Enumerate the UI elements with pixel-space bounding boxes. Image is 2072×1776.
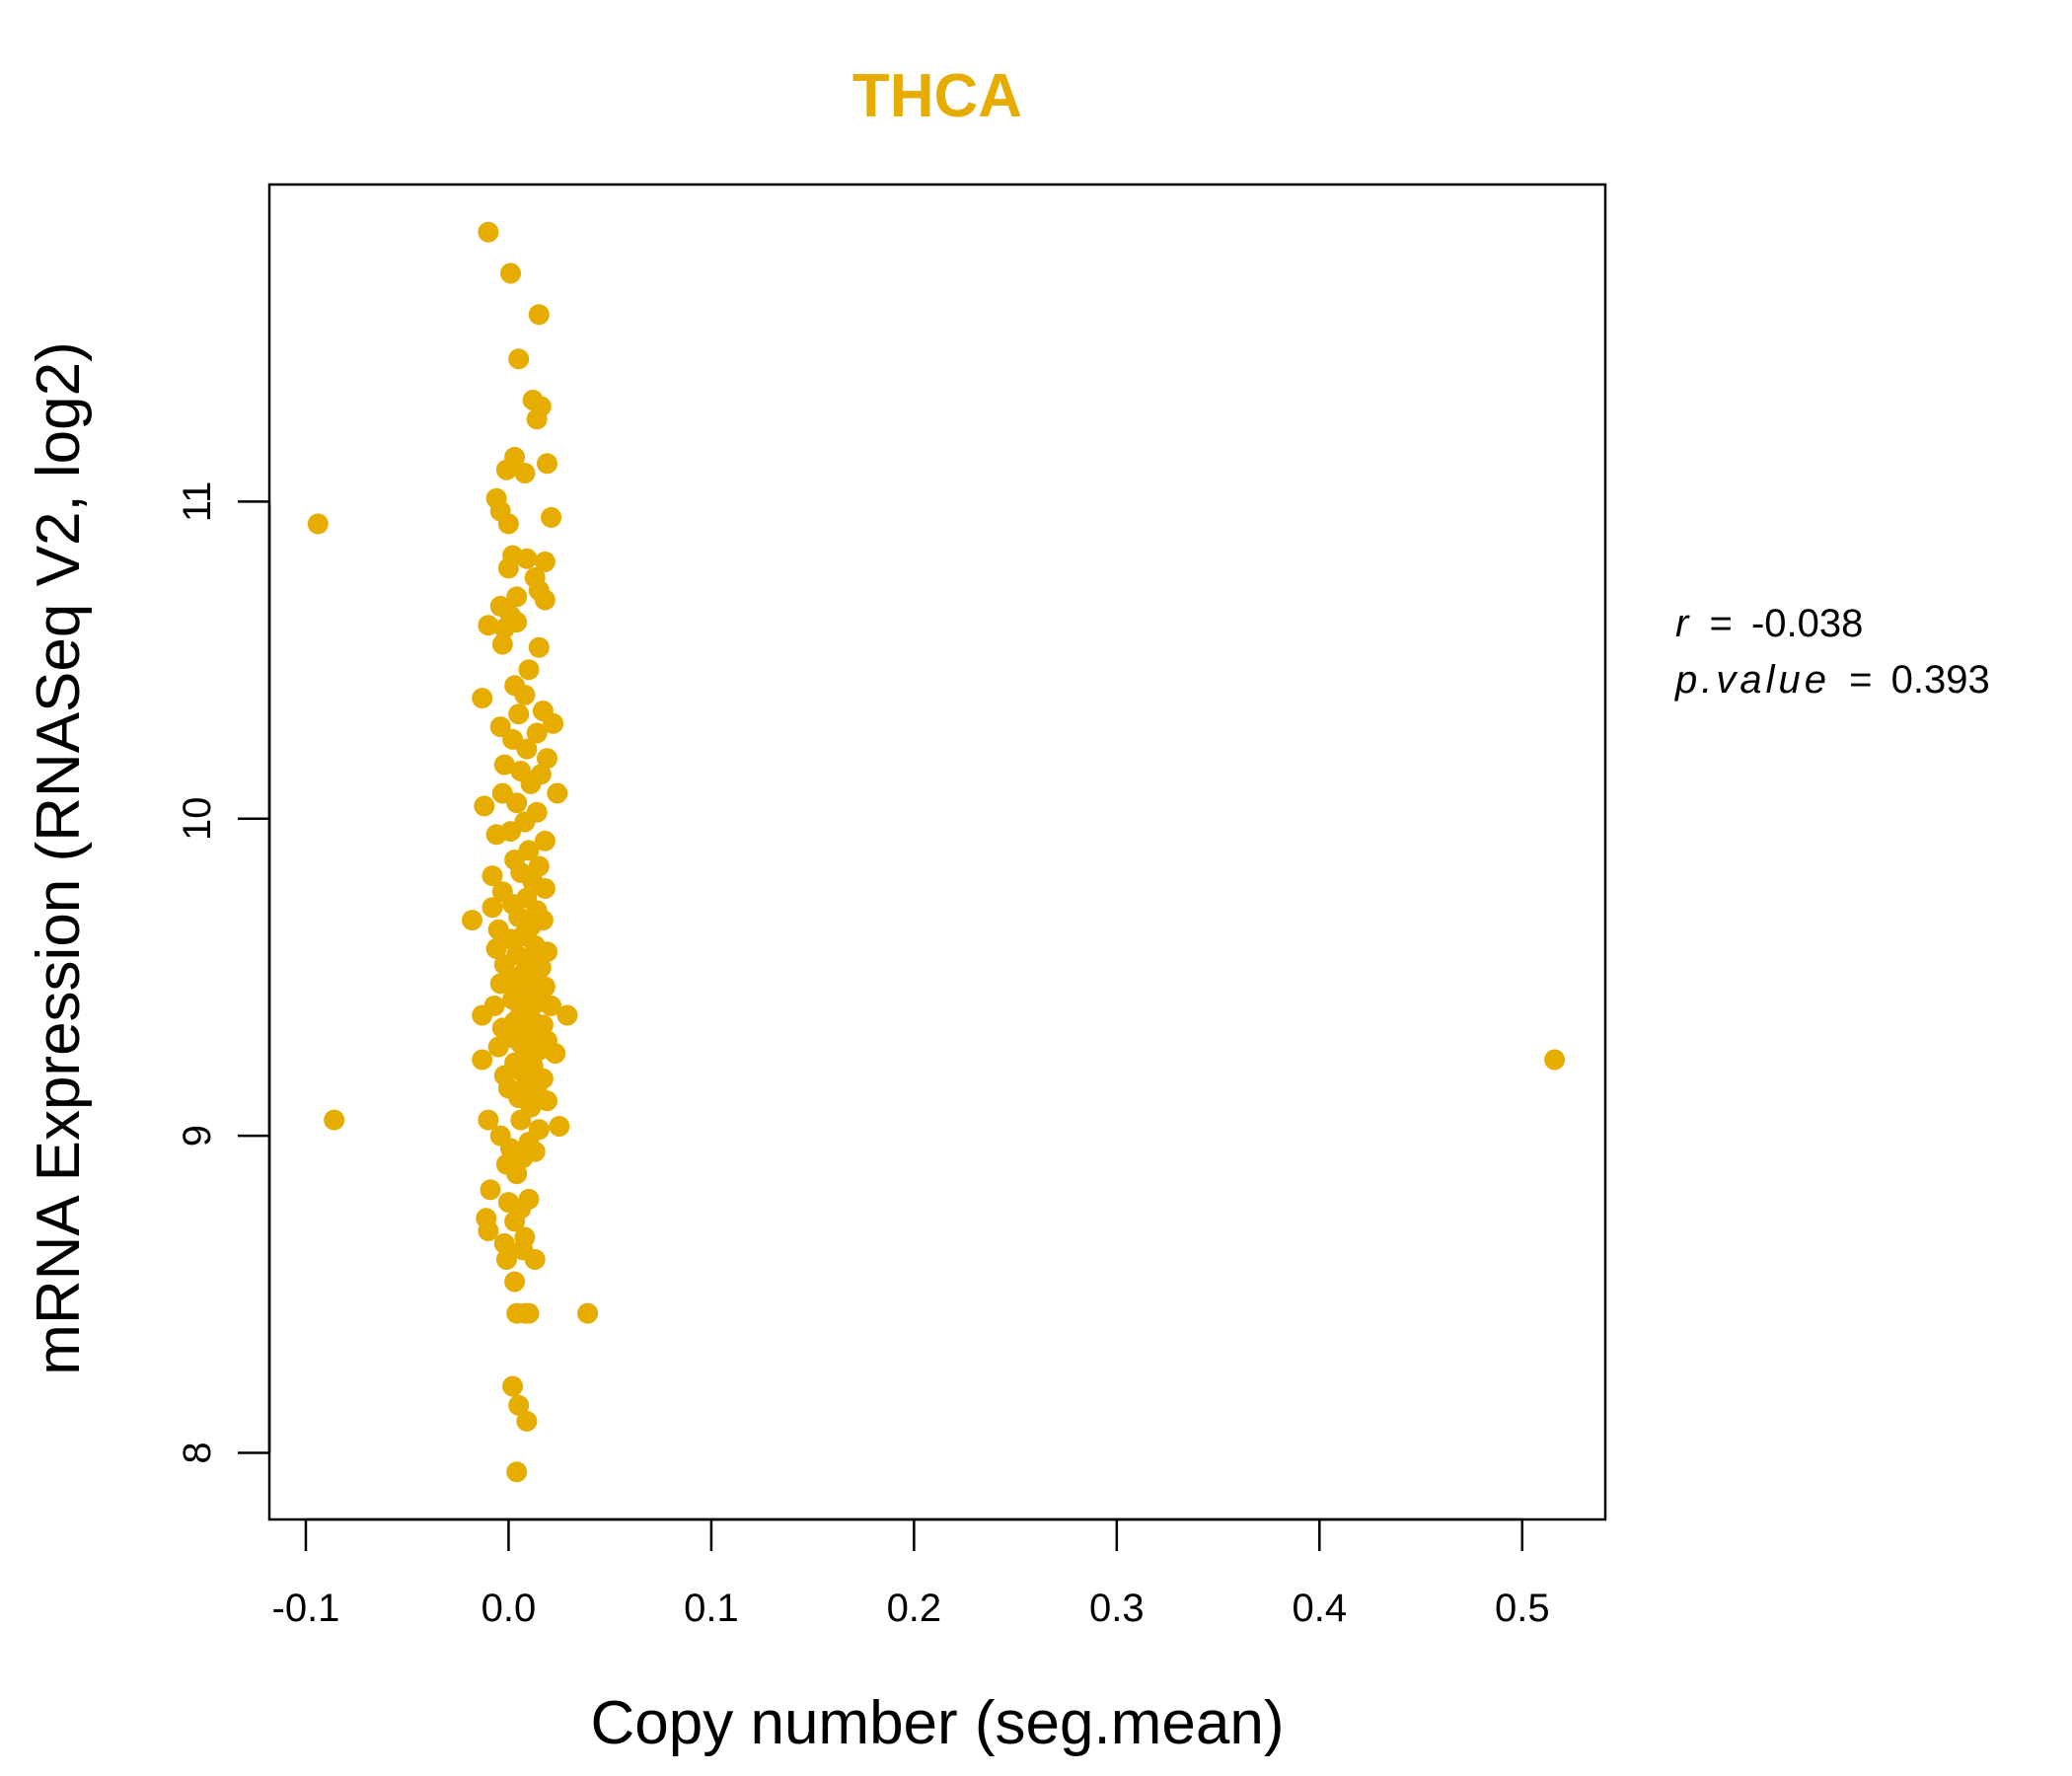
x-tick-label: -0.1 xyxy=(272,1587,340,1630)
data-point xyxy=(514,684,536,705)
data-point xyxy=(541,995,562,1016)
data-point xyxy=(526,722,548,744)
data-point xyxy=(324,1109,345,1131)
x-axis-title: Copy number (seg.mean) xyxy=(591,1689,1285,1757)
data-point xyxy=(504,1271,526,1293)
x-tick-label: 0.3 xyxy=(1089,1587,1145,1630)
data-point xyxy=(528,855,550,877)
x-tick-label: 0.4 xyxy=(1292,1587,1347,1630)
y-tick-label: 11 xyxy=(176,481,219,523)
data-points-layer xyxy=(307,221,1566,1483)
x-tick-label: 0.5 xyxy=(1495,1587,1550,1630)
data-point xyxy=(518,659,540,681)
data-point xyxy=(549,1116,570,1137)
data-point xyxy=(478,615,499,636)
data-point xyxy=(472,1049,493,1071)
data-point xyxy=(510,1109,532,1131)
data-point xyxy=(493,1232,515,1254)
data-point xyxy=(534,551,555,572)
data-point xyxy=(512,1147,534,1169)
data-point xyxy=(504,1211,526,1232)
data-point xyxy=(472,1004,493,1026)
p-value-stat: p.value = 0.393 xyxy=(1674,658,1990,702)
y-tick-label: 8 xyxy=(176,1442,219,1463)
y-tick-label: 10 xyxy=(176,797,219,842)
data-point xyxy=(508,703,530,725)
p-equals: = xyxy=(1849,658,1872,702)
data-point xyxy=(500,262,521,284)
data-point xyxy=(506,1461,528,1483)
data-point xyxy=(480,1179,501,1201)
data-point xyxy=(547,782,568,804)
data-point xyxy=(506,612,528,632)
data-point xyxy=(577,1302,599,1324)
data-point xyxy=(489,973,511,995)
data-point xyxy=(506,792,528,814)
data-point xyxy=(493,754,515,776)
data-point xyxy=(528,636,550,658)
data-point xyxy=(502,1375,524,1397)
data-point xyxy=(556,1004,578,1026)
y-tick-label: 9 xyxy=(176,1125,219,1147)
data-point xyxy=(1544,1049,1566,1071)
data-point xyxy=(485,938,507,959)
data-point xyxy=(307,513,329,535)
data-point xyxy=(478,1109,499,1131)
x-tick-label: 0.2 xyxy=(887,1587,942,1630)
data-point xyxy=(534,976,555,998)
x-axis: -0.1 0.0 0.1 0.2 0.3 0.4 0.5 xyxy=(272,1517,1550,1630)
plot-area xyxy=(267,183,1607,1521)
data-point xyxy=(516,738,538,760)
data-point xyxy=(478,1221,499,1241)
x-tick-label: 0.1 xyxy=(684,1587,739,1630)
data-point xyxy=(497,557,519,579)
data-point xyxy=(543,712,564,734)
data-point xyxy=(491,633,513,655)
data-point xyxy=(545,1043,566,1065)
data-point xyxy=(508,348,530,370)
data-point xyxy=(487,1036,509,1058)
r-value: -0.038 xyxy=(1751,602,1863,645)
data-point xyxy=(537,748,557,770)
p-value: 0.393 xyxy=(1891,658,1990,702)
correlation-stat: r = -0.038 xyxy=(1675,602,1863,645)
data-point xyxy=(524,1249,546,1270)
data-point xyxy=(534,830,555,851)
data-point xyxy=(478,221,499,243)
data-point xyxy=(520,773,542,794)
data-point xyxy=(526,408,548,430)
data-point xyxy=(506,586,528,608)
y-axis-title: mRNA Expression (RNASeq V2, log2) xyxy=(25,341,93,1375)
data-point xyxy=(481,897,503,919)
data-point xyxy=(518,1302,540,1324)
data-point xyxy=(537,1090,557,1112)
data-point xyxy=(485,824,507,846)
data-point xyxy=(537,941,557,963)
r-equals: = xyxy=(1709,602,1732,645)
data-point xyxy=(534,589,555,611)
data-point xyxy=(537,453,557,475)
p-label: p.value xyxy=(1674,658,1830,702)
data-point xyxy=(528,304,550,326)
data-point xyxy=(481,865,503,887)
r-label: r xyxy=(1675,602,1690,645)
data-point xyxy=(541,506,562,528)
data-point xyxy=(506,1163,528,1185)
data-point xyxy=(516,1410,538,1432)
data-point xyxy=(497,513,519,535)
data-point xyxy=(495,1249,517,1270)
data-point xyxy=(508,1394,530,1416)
x-tick-label: 0.0 xyxy=(481,1587,537,1630)
chart-title: THCA xyxy=(852,62,1022,130)
data-point xyxy=(514,463,536,483)
y-axis: 8 9 10 11 xyxy=(176,481,271,1464)
data-point xyxy=(534,878,555,899)
data-point xyxy=(462,910,482,931)
data-point xyxy=(472,688,493,709)
data-point xyxy=(495,459,517,481)
data-point xyxy=(474,795,495,817)
data-point xyxy=(516,548,538,569)
